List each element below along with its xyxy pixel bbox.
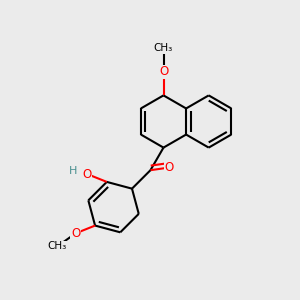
- Text: CH₃: CH₃: [48, 242, 67, 251]
- Text: CH₃: CH₃: [154, 44, 173, 53]
- Text: O: O: [71, 227, 80, 240]
- Text: H: H: [69, 167, 77, 176]
- Text: O: O: [159, 65, 168, 78]
- Text: O: O: [164, 161, 173, 174]
- Text: O: O: [82, 168, 92, 181]
